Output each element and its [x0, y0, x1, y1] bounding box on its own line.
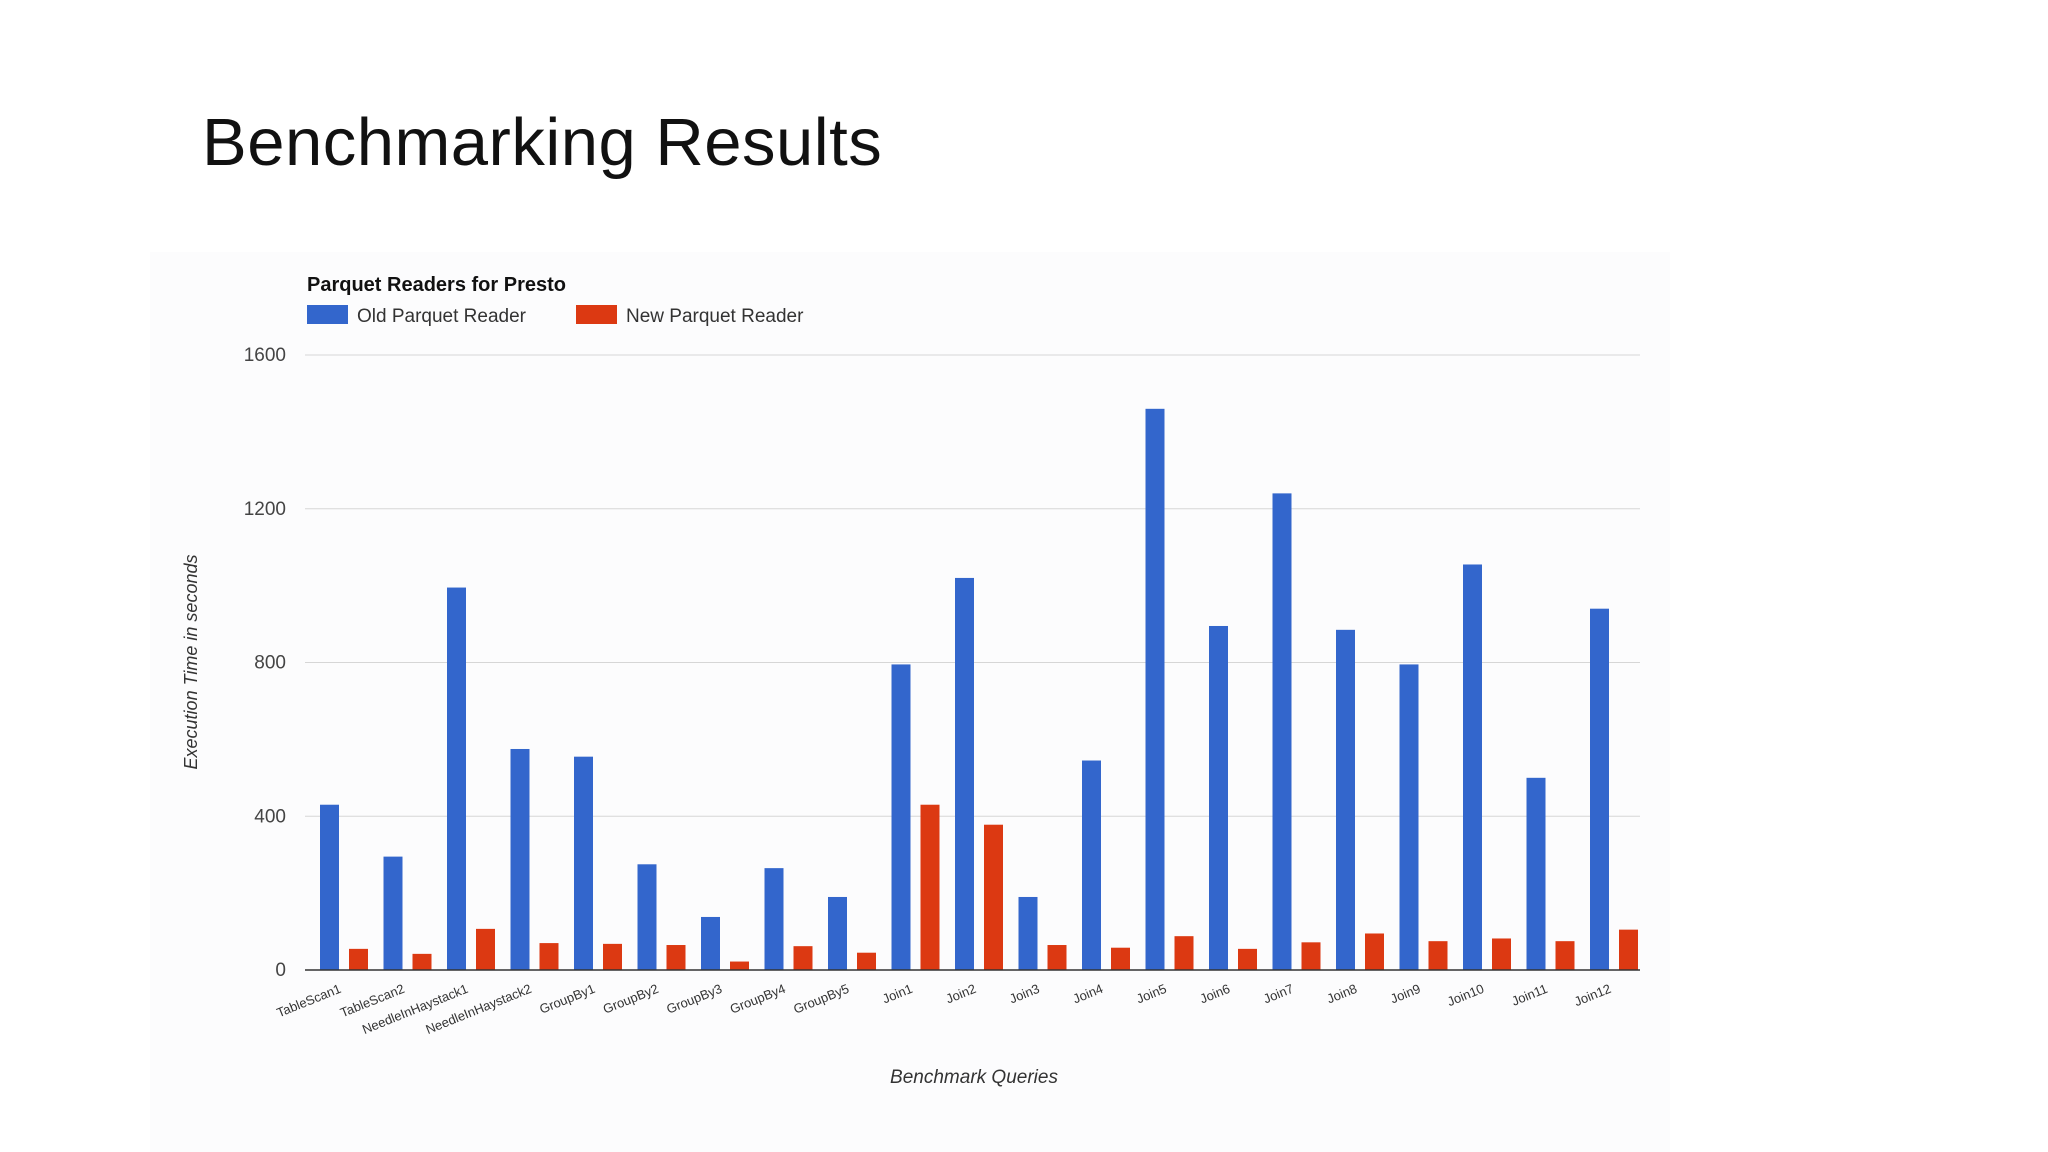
x-tick-label: Join10: [1445, 981, 1486, 1009]
bar-new-groupby2: [666, 945, 686, 970]
x-tick-label: Join8: [1325, 981, 1359, 1007]
bar-new-needleinhaystack1: [476, 928, 495, 970]
bar-old-join5: [1145, 408, 1165, 970]
bar-new-groupby4: [793, 946, 813, 970]
x-tick-label: Join1: [880, 981, 914, 1007]
y-tick-label: 400: [254, 806, 286, 827]
bar-old-join11: [1526, 777, 1546, 970]
x-tick-label: Join4: [1071, 981, 1105, 1007]
bar-old-join3: [1018, 896, 1038, 970]
bar-new-join4: [1111, 947, 1130, 970]
x-tick-label: Join3: [1007, 981, 1041, 1007]
bar-old-groupby4: [764, 868, 784, 970]
bar-new-join1: [920, 804, 940, 970]
bar-new-join12: [1619, 929, 1638, 970]
bar-new-groupby1: [603, 943, 622, 970]
bar-new-join10: [1492, 938, 1511, 970]
x-tick-label: Join9: [1388, 981, 1422, 1007]
bar-new-groupby5: [857, 952, 876, 970]
bar-new-tablescan2: [412, 953, 432, 970]
bar-new-join3: [1047, 945, 1067, 970]
x-tick-label: GroupBy4: [728, 981, 788, 1017]
bar-old-join2: [955, 577, 974, 970]
slide-title: Benchmarking Results: [202, 105, 883, 180]
bar-new-join2: [984, 824, 1003, 970]
x-tick-label: Join11: [1509, 981, 1549, 1009]
y-tick-label: 800: [254, 653, 286, 674]
legend-label-old: Old Parquet Reader: [357, 306, 527, 327]
x-tick-label: NeedleInHaystack1: [360, 981, 470, 1037]
y-tick-label: 1200: [244, 499, 286, 520]
bar-old-needleinhaystack2: [510, 748, 530, 970]
legend-swatch-new: [576, 305, 617, 324]
bar-old-tablescan1: [320, 804, 339, 970]
bar-old-tablescan2: [383, 856, 403, 970]
bar-new-join9: [1428, 941, 1448, 970]
bar-old-needleinhaystack1: [447, 587, 466, 970]
x-tick-label: Join2: [944, 981, 978, 1007]
bar-old-join7: [1272, 493, 1292, 970]
bar-new-groupby3: [730, 961, 749, 970]
x-axis-label: Benchmark Queries: [890, 1067, 1058, 1088]
x-tick-label: Join7: [1261, 981, 1295, 1007]
bar-new-join5: [1174, 936, 1194, 970]
x-axis-ticks: TableScan1TableScan2NeedleInHaystack1Nee…: [274, 981, 1613, 1037]
bar-old-groupby3: [701, 916, 720, 970]
legend-label-new: New Parquet Reader: [626, 306, 804, 327]
x-tick-label: GroupBy2: [601, 981, 661, 1017]
x-tick-label: Join5: [1134, 981, 1168, 1007]
bar-old-join8: [1336, 629, 1355, 970]
y-axis-ticks: 0 400 800 1200 1600: [244, 345, 286, 981]
legend: Old Parquet Reader New Parquet Reader: [307, 305, 804, 327]
y-tick-label: 1600: [244, 345, 286, 366]
bar-old-groupby1: [574, 756, 593, 970]
x-tick-label: TableScan1: [274, 981, 343, 1020]
bar-new-join11: [1555, 941, 1575, 970]
bars: [320, 408, 1638, 970]
x-tick-label: GroupBy3: [664, 981, 724, 1017]
x-tick-label: NeedleInHaystack2: [423, 981, 533, 1037]
bar-new-join8: [1365, 933, 1384, 970]
bar-new-tablescan1: [349, 948, 368, 970]
bar-old-join9: [1399, 664, 1419, 970]
bar-old-groupby2: [637, 864, 657, 970]
bar-old-join1: [891, 664, 911, 970]
x-tick-label: GroupBy5: [791, 981, 851, 1017]
bar-new-join6: [1238, 948, 1257, 970]
legend-swatch-old: [307, 305, 348, 324]
bar-old-join10: [1463, 564, 1482, 970]
chart-title: Parquet Readers for Presto: [307, 274, 566, 296]
bar-old-join6: [1209, 625, 1228, 970]
y-tick-label: 0: [275, 960, 286, 981]
x-tick-label: Join6: [1198, 981, 1232, 1007]
bar-old-groupby5: [828, 896, 847, 970]
bar-old-join12: [1590, 608, 1609, 970]
bar-new-join7: [1301, 942, 1321, 970]
bar-new-needleinhaystack2: [539, 943, 559, 970]
bar-old-join4: [1082, 760, 1101, 970]
y-axis-label: Execution Time in seconds: [181, 555, 201, 770]
x-tick-label: Join12: [1572, 981, 1613, 1009]
x-tick-label: GroupBy1: [537, 981, 597, 1017]
